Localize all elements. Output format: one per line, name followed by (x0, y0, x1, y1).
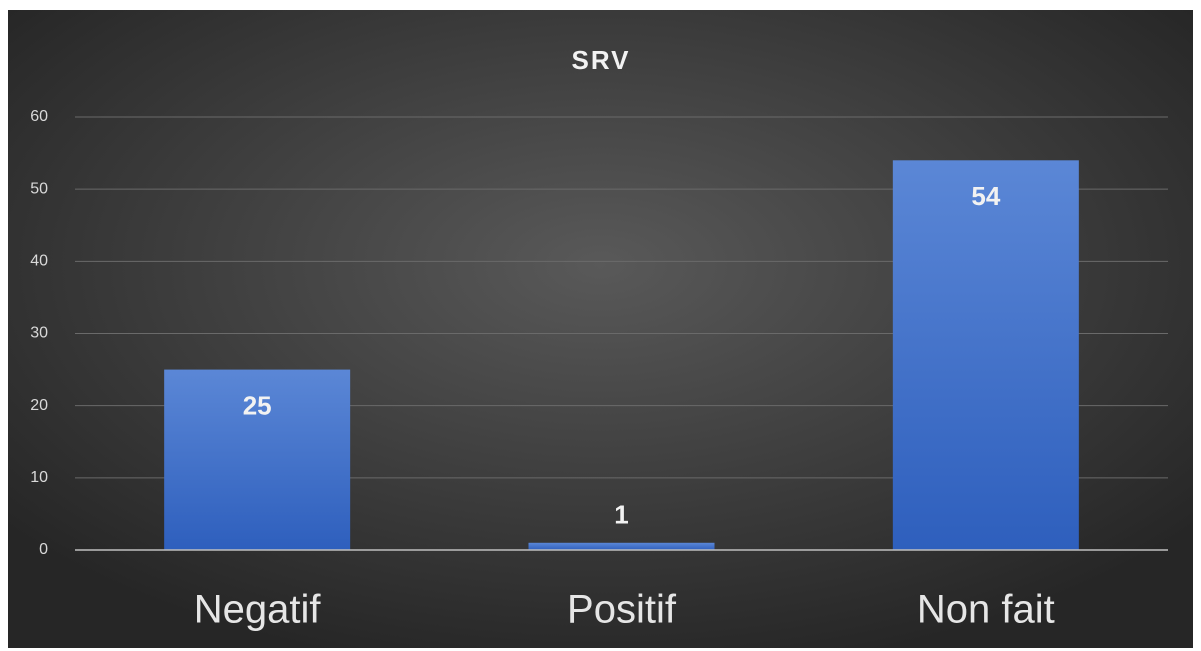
bar (528, 542, 715, 550)
y-tick-label: 30 (30, 325, 48, 342)
y-tick-label: 50 (30, 180, 48, 197)
x-tick-label: Positif (567, 588, 677, 632)
data-label: 25 (243, 390, 272, 420)
chart-title: SRV (572, 45, 631, 75)
bar (164, 369, 351, 550)
data-label: 1 (614, 500, 628, 530)
y-tick-label: 10 (30, 469, 48, 486)
x-tick-label: Negatif (194, 588, 322, 632)
y-tick-label: 40 (30, 253, 48, 270)
data-label: 54 (971, 181, 1000, 211)
y-tick-label: 60 (30, 108, 48, 125)
bar (892, 160, 1079, 551)
x-tick-label: Non fait (917, 588, 1055, 632)
y-tick-label: 20 (30, 397, 48, 414)
y-tick-label: 0 (39, 541, 48, 558)
